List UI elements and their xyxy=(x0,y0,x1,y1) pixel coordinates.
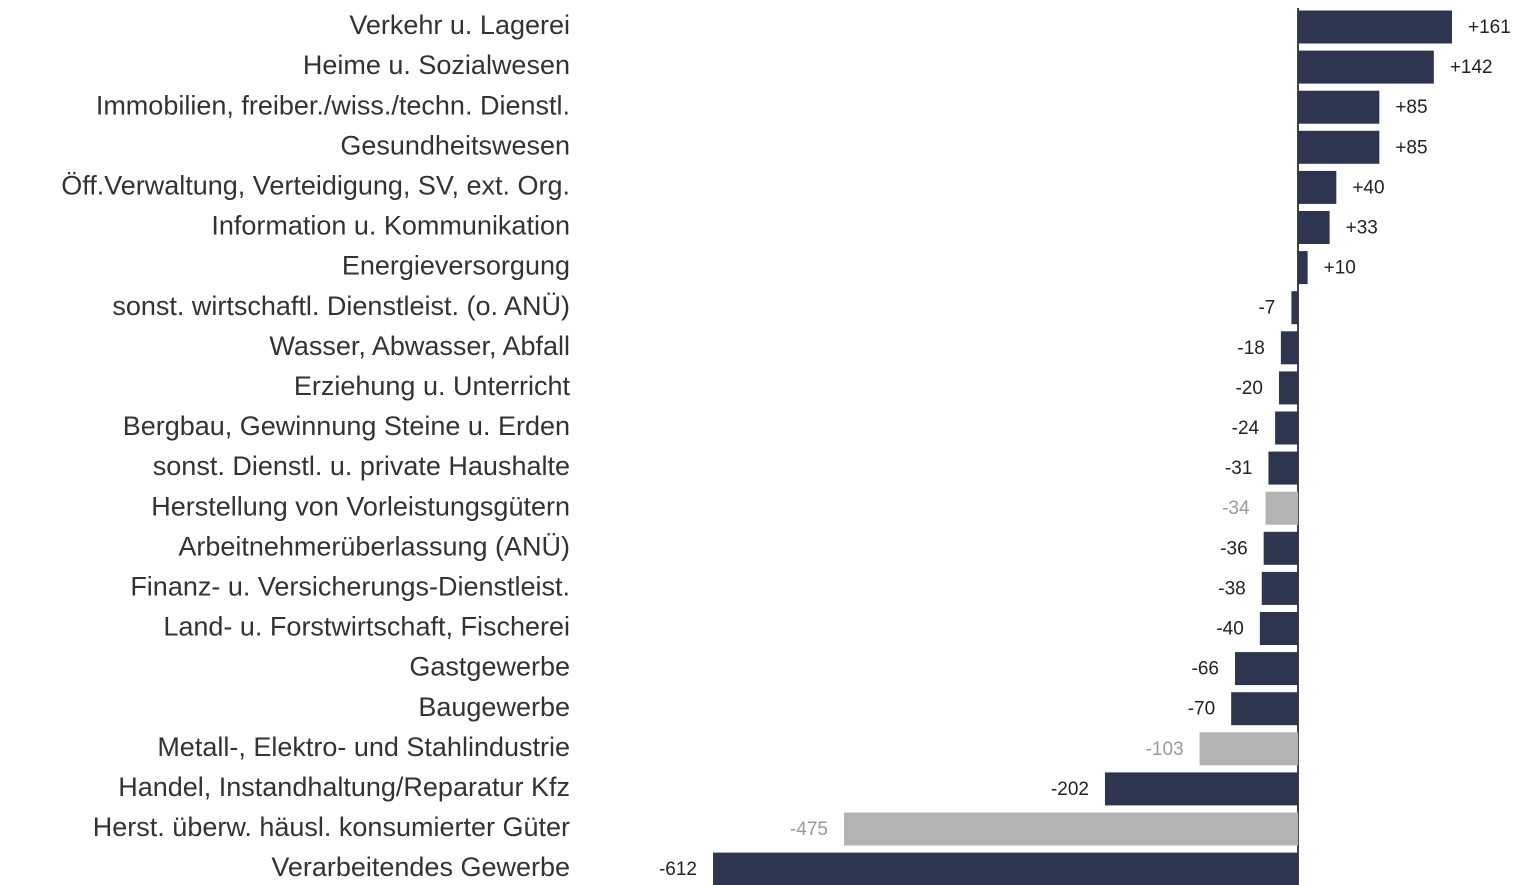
bar xyxy=(1259,612,1299,645)
bar xyxy=(1275,411,1299,445)
bar xyxy=(1298,211,1330,244)
category-label: Gastgewerbe xyxy=(409,652,570,682)
category-label: Wasser, Abwasser, Abfall xyxy=(269,331,570,361)
value-label: -103 xyxy=(1146,739,1184,760)
category-label: Arbeitnehmerüberlassung (ANÜ) xyxy=(178,531,570,561)
category-label: Verarbeitendes Gewerbe xyxy=(271,852,570,882)
bar xyxy=(1278,371,1299,405)
bar xyxy=(1234,652,1299,686)
category-label: Baugewerbe xyxy=(418,692,570,722)
value-label: +142 xyxy=(1450,57,1493,78)
bar xyxy=(1263,531,1299,565)
bar xyxy=(843,812,1299,846)
category-label: sonst. wirtschaftl. Dienstleist. (o. ANÜ… xyxy=(112,291,570,321)
value-label: -7 xyxy=(1258,298,1275,319)
bar xyxy=(1261,571,1299,605)
category-label: Energieversorgung xyxy=(342,251,570,281)
value-label: -20 xyxy=(1235,378,1262,399)
category-label: Herst. überw. häusl. konsumierter Güter xyxy=(93,812,570,842)
category-label: Land- u. Forstwirtschaft, Fischerei xyxy=(163,612,570,642)
bar xyxy=(1298,90,1380,124)
bar xyxy=(1280,331,1299,365)
category-label: Erziehung u. Unterricht xyxy=(294,371,571,401)
value-label: -36 xyxy=(1220,538,1247,559)
category-label: Heime u. Sozialwesen xyxy=(303,50,570,80)
bar xyxy=(1231,692,1299,726)
bar xyxy=(1199,732,1299,766)
bar xyxy=(1298,130,1380,164)
value-label: -612 xyxy=(659,859,697,880)
category-label: sonst. Dienstl. u. private Haushalte xyxy=(153,451,570,481)
value-label: +85 xyxy=(1395,137,1427,158)
category-label: Finanz- u. Versicherungs-Dienstleist. xyxy=(130,572,570,602)
value-label: -38 xyxy=(1218,578,1245,599)
bar xyxy=(1298,10,1452,44)
category-label: Bergbau, Gewinnung Steine u. Erden xyxy=(123,411,570,441)
bar xyxy=(713,852,1299,885)
category-label: Metall-, Elektro- und Stahlindustrie xyxy=(157,732,570,762)
value-label: -475 xyxy=(790,819,828,840)
category-label: Handel, Instandhaltung/Reparatur Kfz xyxy=(118,772,570,802)
category-label: Gesundheitswesen xyxy=(340,130,570,160)
category-label: Verkehr u. Lagerei xyxy=(349,10,570,40)
value-label: -24 xyxy=(1232,418,1260,439)
value-label: -34 xyxy=(1222,498,1250,519)
value-label: -40 xyxy=(1216,619,1243,640)
bar xyxy=(1265,491,1299,525)
value-label: -202 xyxy=(1051,779,1089,800)
value-label: -70 xyxy=(1188,699,1215,720)
value-label: +33 xyxy=(1346,218,1378,239)
value-label: -31 xyxy=(1225,458,1252,479)
category-label: Immobilien, freiber./wiss./techn. Dienst… xyxy=(96,90,570,120)
value-label: +85 xyxy=(1395,97,1427,118)
value-label: +161 xyxy=(1468,17,1511,38)
value-label: -18 xyxy=(1237,338,1264,359)
value-label: +10 xyxy=(1324,258,1356,279)
bar xyxy=(1298,50,1434,84)
bar xyxy=(1298,170,1337,204)
bar xyxy=(1104,772,1299,806)
bar xyxy=(1268,451,1299,485)
category-label: Information u. Kommunikation xyxy=(211,211,570,241)
bar xyxy=(1298,251,1308,285)
category-label: Herstellung von Vorleistungsgütern xyxy=(151,491,570,521)
value-label: +40 xyxy=(1352,177,1384,198)
value-label: -66 xyxy=(1192,659,1219,680)
bar xyxy=(1291,291,1299,325)
category-label: Öff.Verwaltung, Verteidigung, SV, ext. O… xyxy=(61,171,570,201)
